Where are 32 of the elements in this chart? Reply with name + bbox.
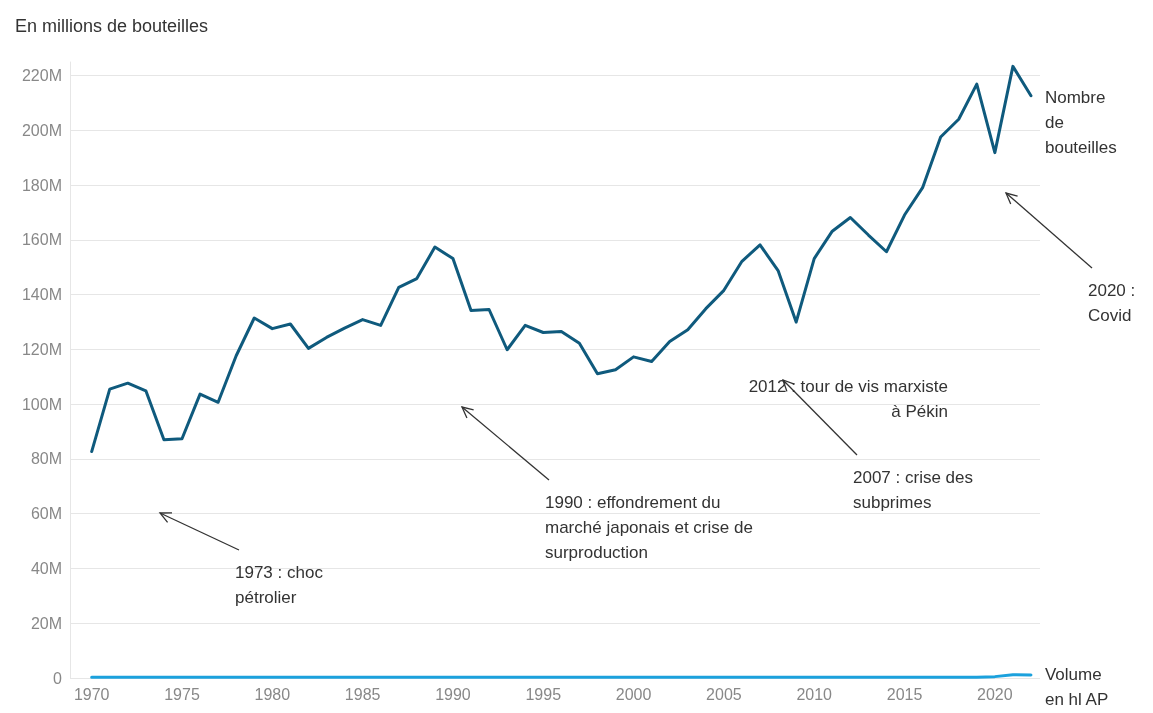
y-tick-label: 20M [30, 614, 62, 632]
y-tick-label: 180M [21, 176, 62, 194]
y-tick-label: 40M [30, 559, 62, 577]
x-tick-label: 1975 [164, 685, 200, 703]
annotation: 2012 : tour de vis marxiste à Pékin [748, 377, 948, 421]
y-tick-label: 220M [21, 67, 62, 85]
chart-title: En millions de bouteilles [15, 16, 209, 36]
series-label: Nombre de bouteilles [1044, 88, 1117, 158]
x-tick-label: 1990 [435, 685, 471, 703]
x-tick-label: 1980 [254, 685, 291, 703]
y-tick-label: 60M [30, 505, 62, 523]
annotation: 2007 : crise des subprimes [853, 468, 974, 512]
line-series [90, 64, 1033, 454]
series-label: Volume en hl AP [1044, 664, 1109, 709]
x-tick-label: 2010 [796, 685, 833, 703]
y-tick-label: 140M [21, 286, 62, 304]
y-tick-label: 120M [21, 340, 62, 358]
y-tick-label: 100M [21, 395, 62, 413]
y-tick-label: 0 [53, 669, 63, 687]
x-tick-label: 2020 [977, 685, 1013, 703]
x-tick-label: 1970 [73, 685, 110, 703]
annotation: 1990 : effondrement du marché japonais et crise de surproduction [545, 493, 753, 562]
y-tick-label: 160M [21, 231, 62, 249]
x-tick-label: 1985 [344, 685, 381, 703]
y-tick-label: 80M [30, 450, 62, 468]
text: 2020 : Covid [1088, 281, 1136, 325]
x-tick-label: 1995 [525, 685, 562, 703]
x-tick-label: 2005 [706, 685, 742, 703]
annotation: 1973 : choc pétrolier [235, 563, 324, 607]
x-tick-label: 2015 [886, 685, 923, 703]
y-tick-label: 200M [21, 121, 62, 139]
x-tick-label: 2000 [615, 685, 652, 703]
